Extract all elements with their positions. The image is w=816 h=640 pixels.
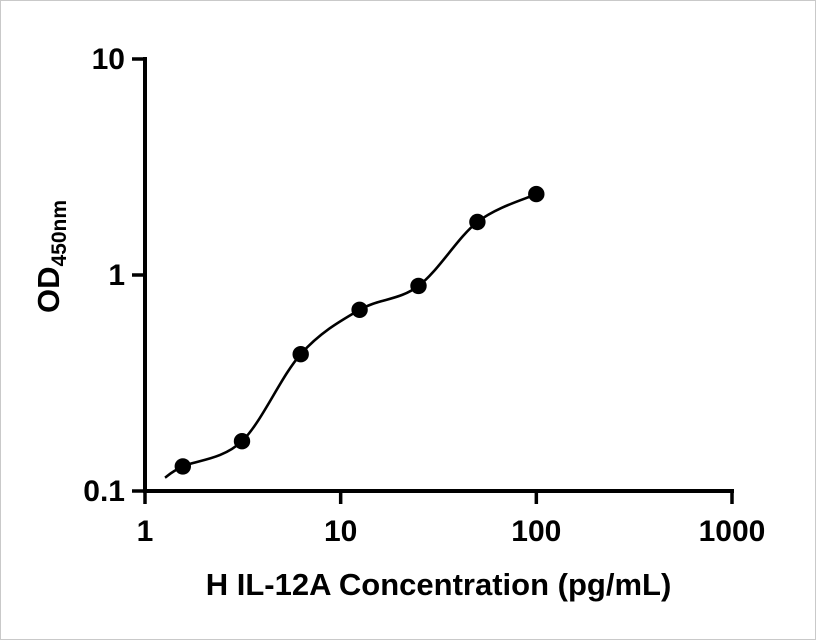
axes — [143, 57, 734, 493]
data-point — [528, 185, 545, 203]
y-axis-title: OD450nm — [31, 200, 71, 313]
y-tick-label: 1 — [108, 259, 125, 292]
y-tick-label: 10 — [92, 43, 125, 76]
data-point — [233, 433, 251, 450]
x-tick-label: 10 — [324, 515, 357, 548]
data-point — [469, 213, 486, 231]
fit-curve — [164, 192, 537, 479]
data-point — [410, 277, 427, 295]
data-point — [351, 301, 368, 318]
x-axis-title: H IL-12A Concentration (pg/mL) — [206, 567, 672, 602]
data-point — [174, 458, 191, 475]
x-tick-label: 1 — [137, 515, 154, 548]
x-tick-label: 1000 — [699, 515, 766, 548]
x-tick-label: 100 — [511, 515, 561, 548]
data-point — [292, 346, 309, 363]
y-tick-label: 0.1 — [83, 475, 125, 508]
